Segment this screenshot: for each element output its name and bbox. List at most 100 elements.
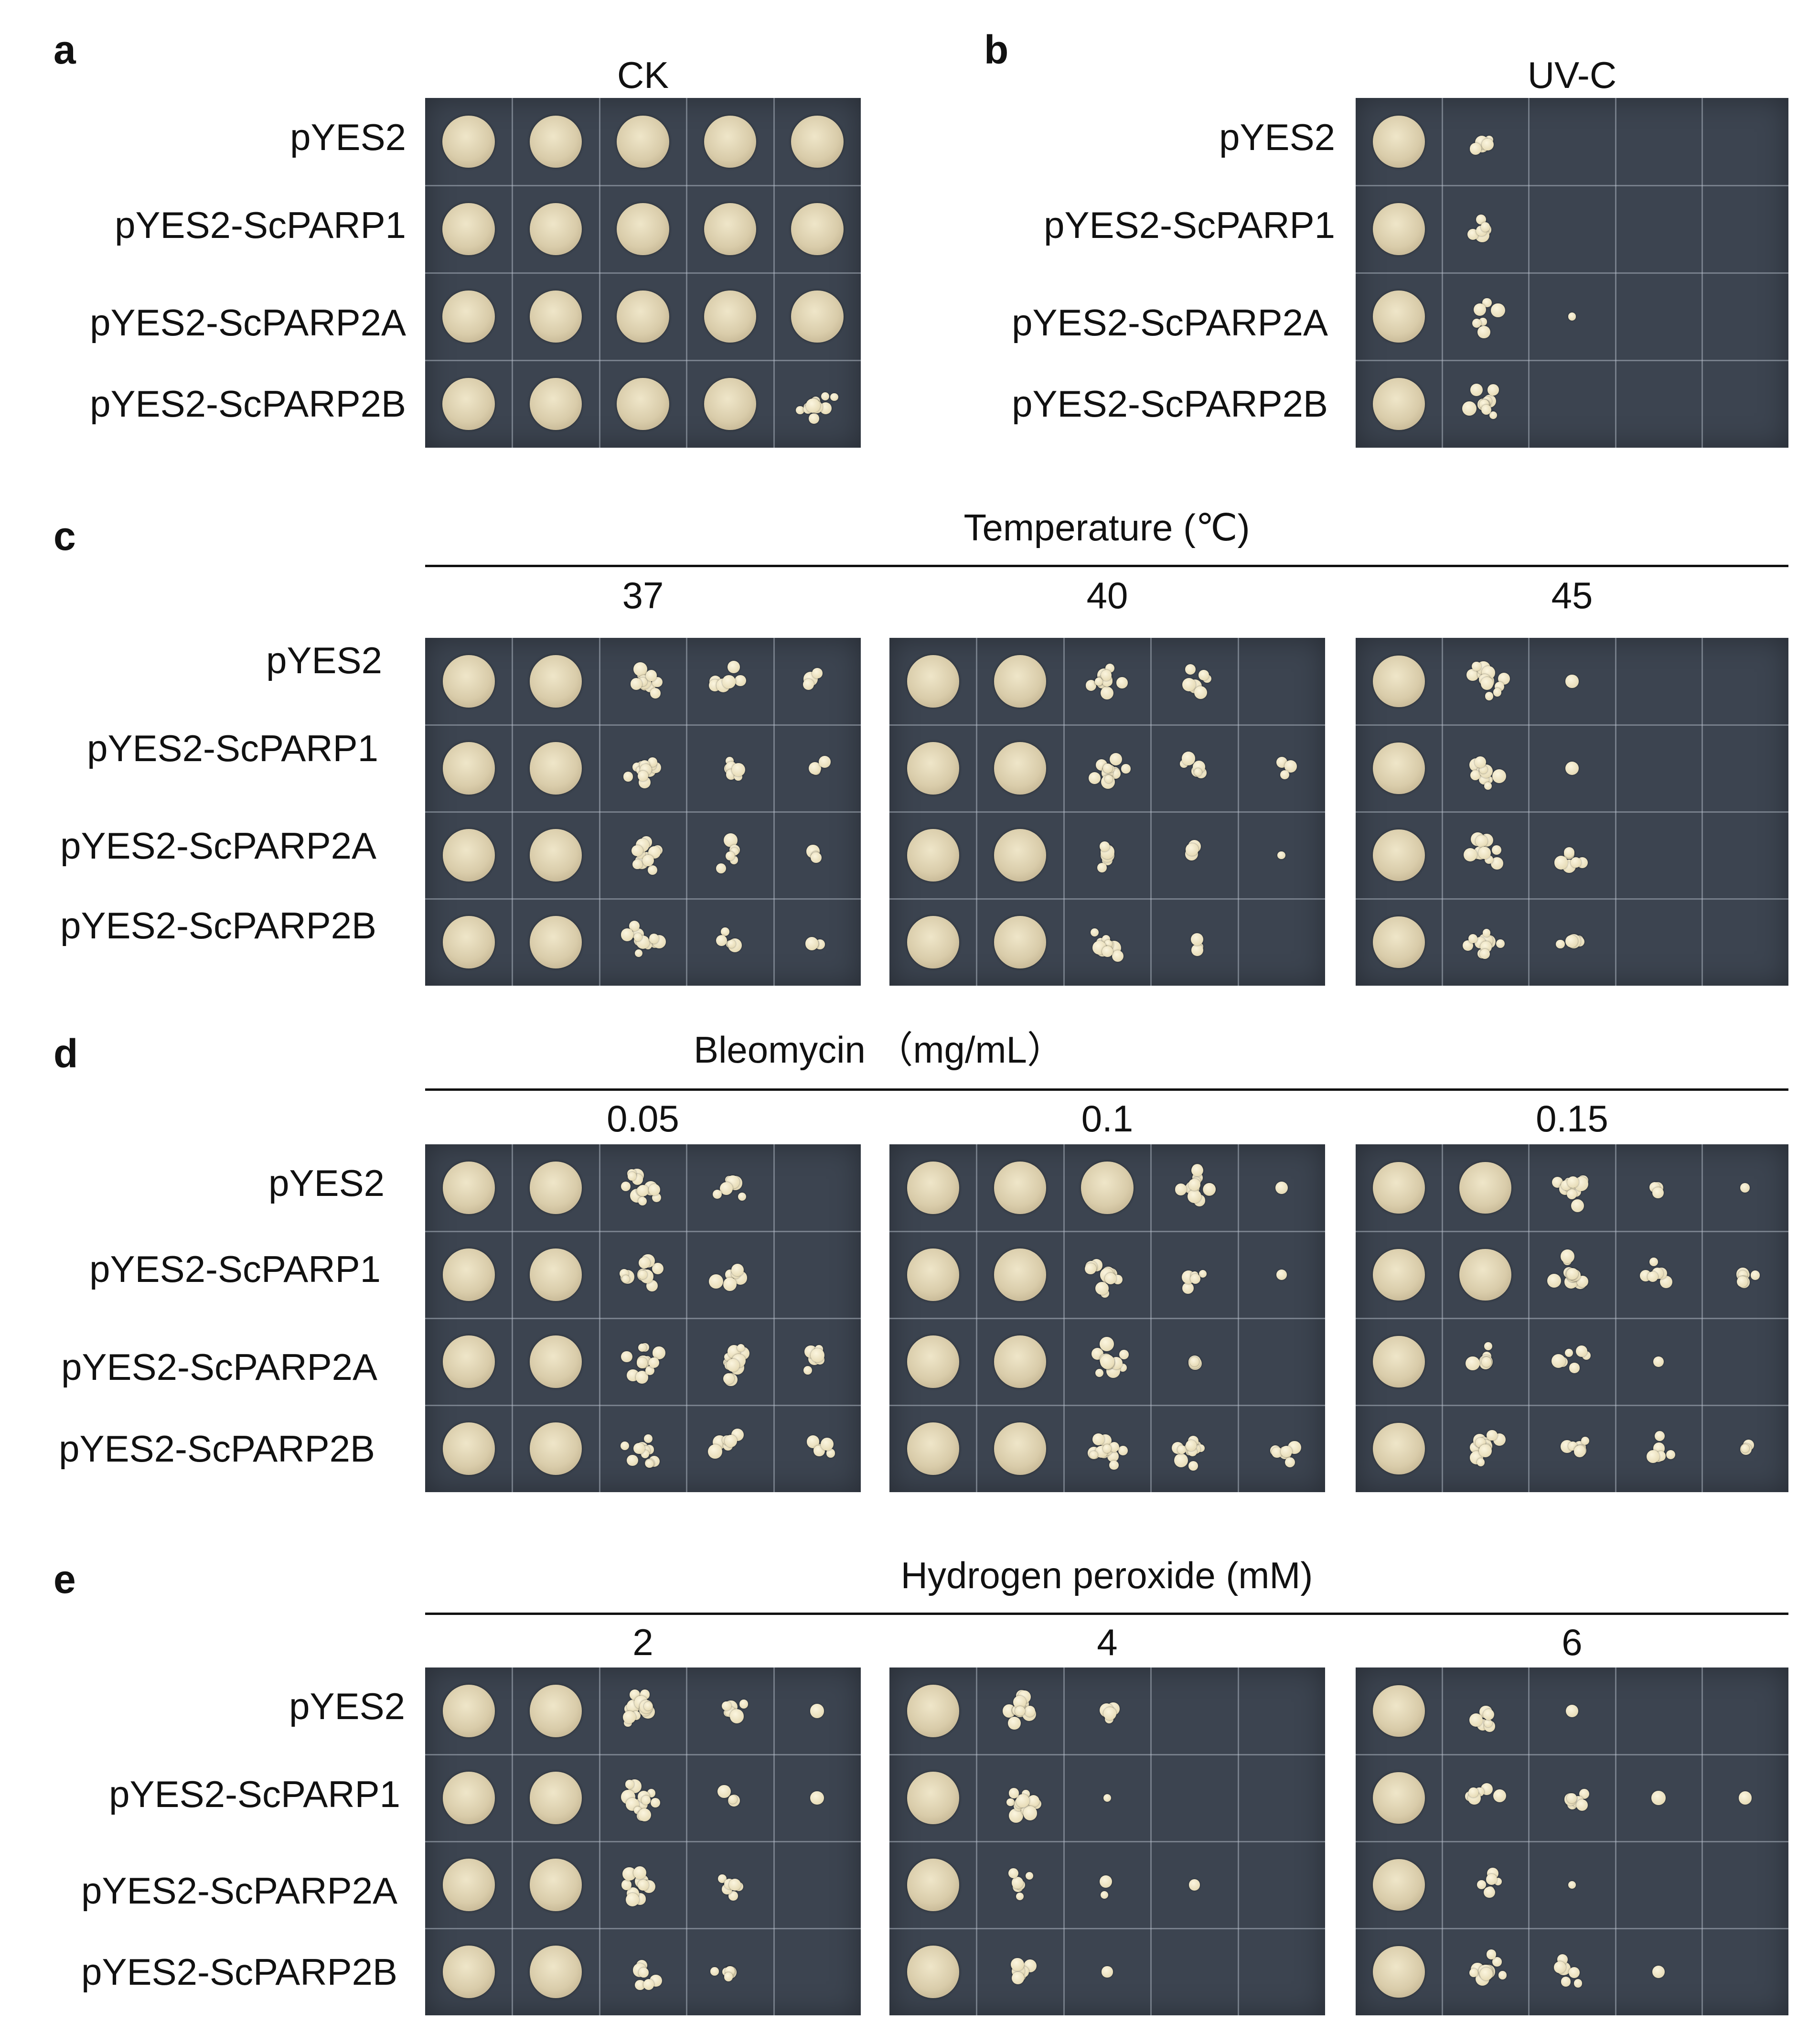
- yeast-colony: [1186, 843, 1198, 856]
- yeast-colony: [630, 678, 642, 690]
- yeast-spot: [530, 1335, 582, 1388]
- row-label: pYES2-ScPARP1: [109, 1773, 400, 1815]
- yeast-colony: [1485, 692, 1493, 700]
- panel-c-title: Temperature (℃): [963, 506, 1250, 549]
- yeast-colony: [621, 928, 634, 941]
- plate-grid-line: [1237, 1144, 1239, 1492]
- yeast-colony: [1011, 1958, 1024, 1971]
- yeast-colony: [1476, 214, 1487, 225]
- yeast-colony: [720, 1182, 733, 1195]
- yeast-colony: [710, 1967, 719, 1976]
- yeast-colony: [1188, 1461, 1198, 1471]
- yeast-colony: [1095, 678, 1103, 686]
- plate-grid-line: [773, 1144, 775, 1492]
- panel-e-title: Hydrogen peroxide (mM): [900, 1554, 1313, 1596]
- yeast-colony: [1482, 298, 1492, 308]
- yeast-colony: [1649, 1258, 1658, 1267]
- plate-grid-line: [425, 1928, 861, 1929]
- yeast-colony: [621, 1181, 631, 1192]
- yeast-colony: [1472, 319, 1481, 328]
- yeast-spot: [994, 1335, 1047, 1388]
- yeast-colony: [645, 670, 657, 681]
- yeast-spot: [530, 1772, 582, 1824]
- plate-grid-line: [1615, 1144, 1616, 1492]
- plate-grid-line: [1442, 1667, 1444, 2015]
- yeast-colony: [1103, 1707, 1116, 1720]
- yeast-spot: [1373, 1248, 1425, 1301]
- yeast-colony: [633, 1866, 646, 1879]
- plate-bleomycin-0.15: [1356, 1144, 1788, 1492]
- yeast-spot: [994, 1248, 1047, 1301]
- plate-grid-line: [512, 98, 514, 448]
- yeast-colony: [728, 1878, 741, 1891]
- plate-grid-line: [425, 898, 861, 900]
- yeast-colony: [1092, 1433, 1105, 1446]
- yeast-spot: [994, 1162, 1047, 1214]
- yeast-colony: [1470, 770, 1480, 781]
- plate-grid-line: [1442, 1144, 1444, 1492]
- yeast-colony: [803, 1366, 812, 1375]
- yeast-colony: [1482, 138, 1494, 151]
- yeast-spot: [617, 290, 669, 343]
- plate-grid-line: [773, 98, 775, 448]
- yeast-colony: [1476, 835, 1488, 847]
- yeast-colony: [727, 1359, 739, 1372]
- yeast-colony: [1174, 1453, 1188, 1468]
- plate-grid-line: [773, 638, 775, 986]
- condition-label: 37: [622, 574, 664, 616]
- yeast-colony: [1477, 1458, 1485, 1466]
- yeast-colony: [1468, 934, 1478, 944]
- yeast-spot: [442, 1162, 495, 1214]
- yeast-colony: [1188, 1178, 1200, 1191]
- yeast-spot: [530, 1422, 582, 1475]
- yeast-colony: [1119, 1349, 1129, 1359]
- plate-grid-line: [1701, 98, 1703, 448]
- yeast-colony: [644, 1434, 653, 1443]
- plate-grid-line: [1528, 1667, 1530, 2015]
- condition-label: 4: [1097, 1621, 1118, 1663]
- yeast-colony: [1565, 675, 1579, 688]
- yeast-colony: [725, 851, 735, 861]
- plate-grid-line: [425, 1405, 861, 1406]
- yeast-spot: [442, 203, 495, 256]
- yeast-colony: [1090, 928, 1099, 937]
- yeast-colony: [722, 675, 736, 689]
- plate-hydrogen-peroxide-4: [889, 1667, 1325, 2015]
- row-label: pYES2-ScPARP2A: [1012, 301, 1328, 344]
- yeast-colony: [796, 406, 804, 415]
- yeast-colony: [1565, 935, 1578, 948]
- row-label: pYES2-ScPARP2A: [90, 301, 406, 344]
- yeast-colony: [1102, 946, 1113, 957]
- yeast-colony: [1567, 1176, 1579, 1188]
- yeast-colony: [1492, 769, 1507, 784]
- yeast-spot: [442, 1859, 495, 1911]
- yeast-colony: [1104, 1272, 1117, 1284]
- yeast-spot: [1373, 290, 1425, 343]
- yeast-colony: [1484, 1342, 1492, 1350]
- yeast-colony: [1652, 1965, 1665, 1979]
- yeast-colony: [1567, 1793, 1577, 1803]
- plate-grid-line: [976, 638, 978, 986]
- yeast-spot: [530, 1248, 582, 1301]
- yeast-colony: [1101, 670, 1112, 681]
- yeast-colony: [1751, 1270, 1760, 1280]
- yeast-colony: [1652, 1187, 1664, 1199]
- yeast-colony: [1469, 143, 1481, 155]
- yeast-spot: [907, 1335, 959, 1388]
- plate-grid-line: [425, 272, 861, 274]
- panel-b-header: UV-C: [1527, 54, 1617, 96]
- plate-grid-line: [512, 638, 514, 986]
- yeast-colony: [1498, 1971, 1507, 1979]
- yeast-colony: [1477, 325, 1490, 338]
- row-label: pYES2-ScPARP1: [115, 204, 406, 246]
- yeast-spot: [442, 1422, 495, 1475]
- yeast-colony: [1477, 1880, 1486, 1889]
- yeast-colony: [1121, 764, 1131, 774]
- yeast-spot: [442, 1335, 495, 1388]
- yeast-colony: [621, 1879, 632, 1890]
- yeast-colony: [1738, 1791, 1752, 1805]
- yeast-colony: [1576, 1345, 1588, 1357]
- yeast-colony: [1568, 1967, 1580, 1979]
- yeast-colony: [625, 1780, 634, 1789]
- plate-grid-line: [425, 1318, 861, 1319]
